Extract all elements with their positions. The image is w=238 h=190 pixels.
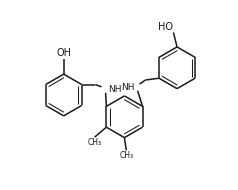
Text: NH: NH <box>108 85 122 94</box>
Text: HO: HO <box>158 21 173 32</box>
Text: CH₃: CH₃ <box>119 151 133 160</box>
Text: NH: NH <box>121 83 134 92</box>
Text: CH₃: CH₃ <box>88 138 102 147</box>
Text: OH: OH <box>56 48 71 58</box>
